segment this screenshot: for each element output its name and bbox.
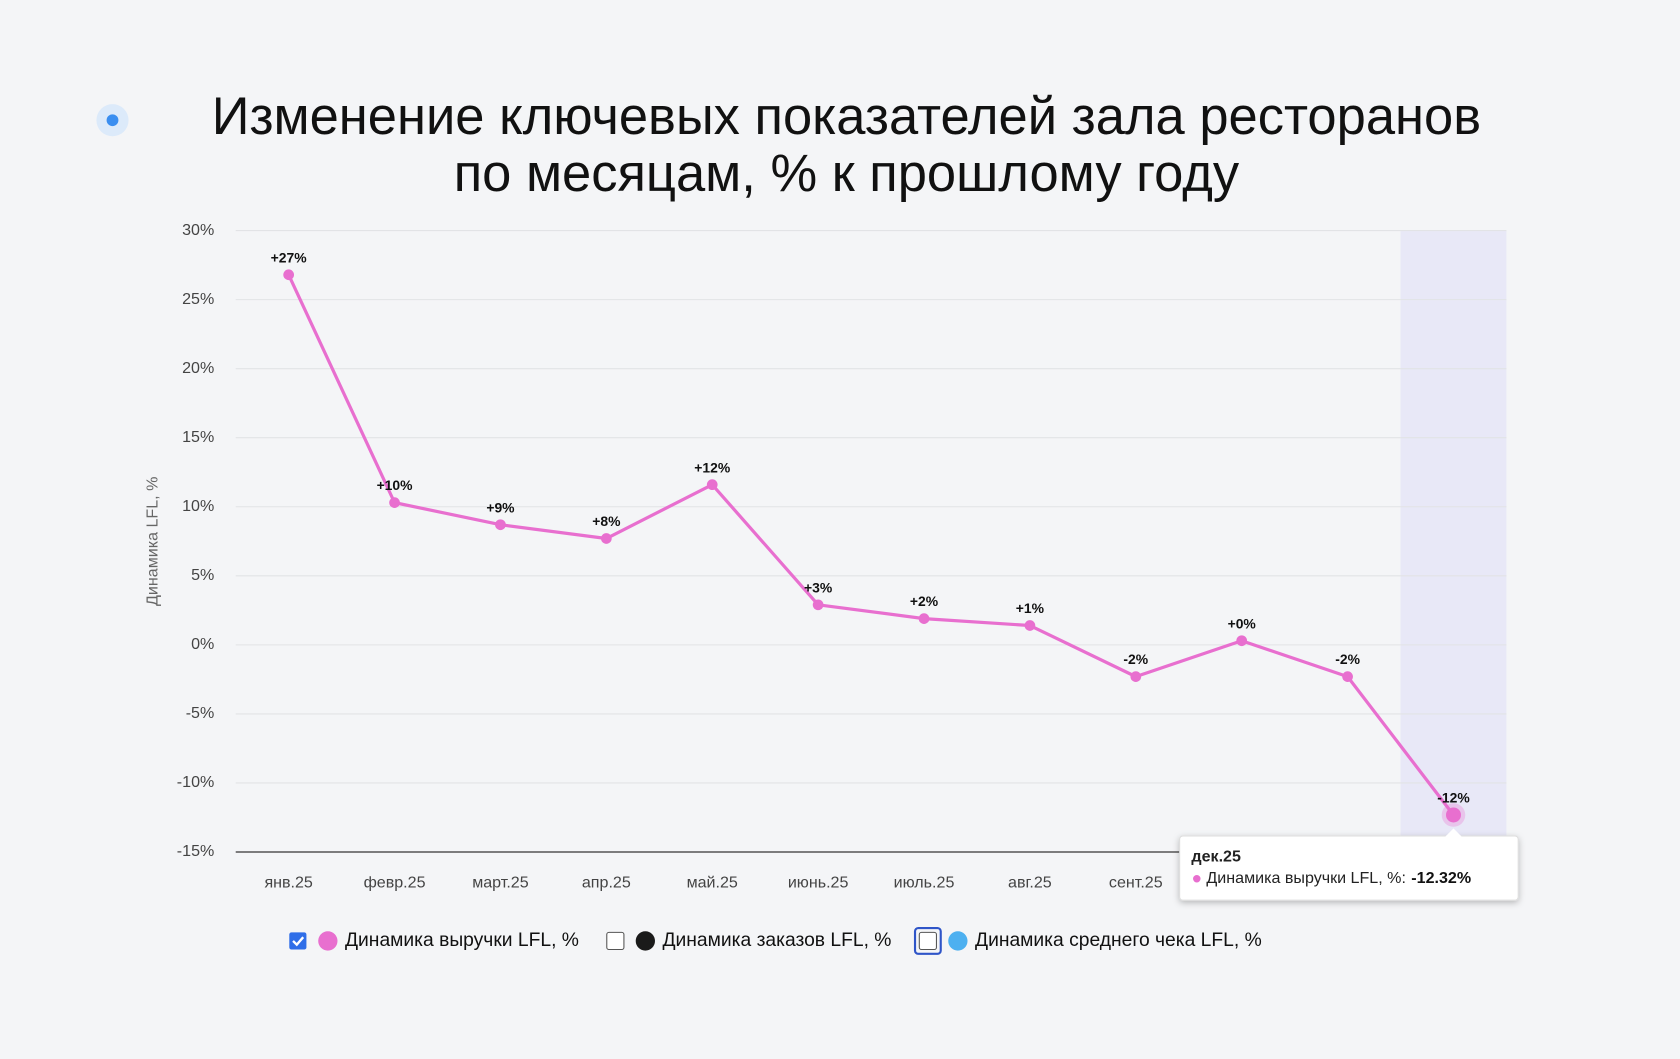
tooltip-value: -12.32% <box>1411 869 1471 887</box>
legend-swatch <box>635 931 655 951</box>
y-tick-label: 10% <box>182 497 214 515</box>
data-label: +10% <box>377 477 413 493</box>
tooltip-box <box>1179 835 1519 901</box>
data-label: -2% <box>1335 651 1360 667</box>
legend-checkbox[interactable] <box>606 931 625 951</box>
data-label: +0% <box>1228 615 1256 631</box>
x-tick-label: февр.25 <box>364 873 426 891</box>
x-tick-label: июнь.25 <box>788 873 849 891</box>
x-tick-label: июль.25 <box>894 873 955 891</box>
data-label: +2% <box>910 593 938 609</box>
y-tick-label: -15% <box>177 842 215 860</box>
point <box>1130 671 1142 682</box>
legend-checkbox[interactable] <box>289 932 307 950</box>
point <box>495 519 506 531</box>
data-label: +8% <box>592 513 620 529</box>
point <box>918 613 930 624</box>
data-label: +12% <box>694 459 730 475</box>
point <box>283 269 295 281</box>
tooltip: дек.25 Динамика выручки LFL, %: -12.32% <box>1179 828 1519 901</box>
y-tick-label: 20% <box>182 359 214 377</box>
legend-label[interactable]: Динамика выручки LFL, % <box>345 930 579 951</box>
data-label: +3% <box>804 579 832 595</box>
tooltip-title: дек.25 <box>1191 848 1241 866</box>
point <box>600 533 612 544</box>
y-tick-label: -10% <box>177 773 215 791</box>
y-tick-label: 5% <box>191 566 214 584</box>
legend-label[interactable]: Динамика заказов LFL, % <box>662 930 891 951</box>
data-label: -12% <box>1437 790 1469 806</box>
point <box>1024 620 1036 631</box>
y-tick-label: 30% <box>182 221 214 239</box>
y-axis-label: Динамика LFL, % <box>143 477 161 606</box>
data-label: +9% <box>486 499 514 515</box>
point <box>1342 671 1353 682</box>
x-tick-label: март.25 <box>472 873 529 891</box>
point <box>812 599 824 611</box>
tooltip-swatch <box>1193 875 1201 883</box>
y-tick-label: -5% <box>186 704 215 722</box>
title-icon-dot <box>106 114 119 127</box>
y-tick-label: 25% <box>182 290 214 308</box>
tooltip-label: Динамика выручки LFL, %: <box>1206 869 1405 887</box>
point <box>706 479 718 491</box>
x-tick-label: апр.25 <box>582 873 631 891</box>
legend-focus-ring <box>913 926 942 955</box>
series-line <box>287 274 1455 816</box>
point <box>1445 807 1461 823</box>
x-tick-label: янв.25 <box>264 873 312 891</box>
chart-title: Изменение ключевых показателей зала рест… <box>212 87 1481 146</box>
point <box>1236 635 1248 647</box>
legend-checkbox[interactable] <box>918 931 937 951</box>
y-tick-label: 15% <box>182 428 214 446</box>
data-label: +1% <box>1016 600 1044 616</box>
legend-swatch <box>948 931 968 951</box>
data-label: +27% <box>271 249 307 265</box>
data-label: -2% <box>1123 651 1148 667</box>
hover-band <box>1400 230 1507 853</box>
x-tick-label: авг.25 <box>1008 873 1052 891</box>
legend-label[interactable]: Динамика среднего чека LFL, % <box>975 930 1262 951</box>
tooltip-arrow <box>1444 828 1463 837</box>
chart-title: по месяцам, % к прошлому году <box>454 144 1240 203</box>
legend-swatch <box>318 931 338 951</box>
y-tick-label: 0% <box>191 635 214 653</box>
x-tick-label: сент.25 <box>1109 873 1163 891</box>
x-tick-label: май.25 <box>687 873 738 891</box>
point <box>389 497 400 508</box>
legend-checkmark <box>292 936 305 947</box>
